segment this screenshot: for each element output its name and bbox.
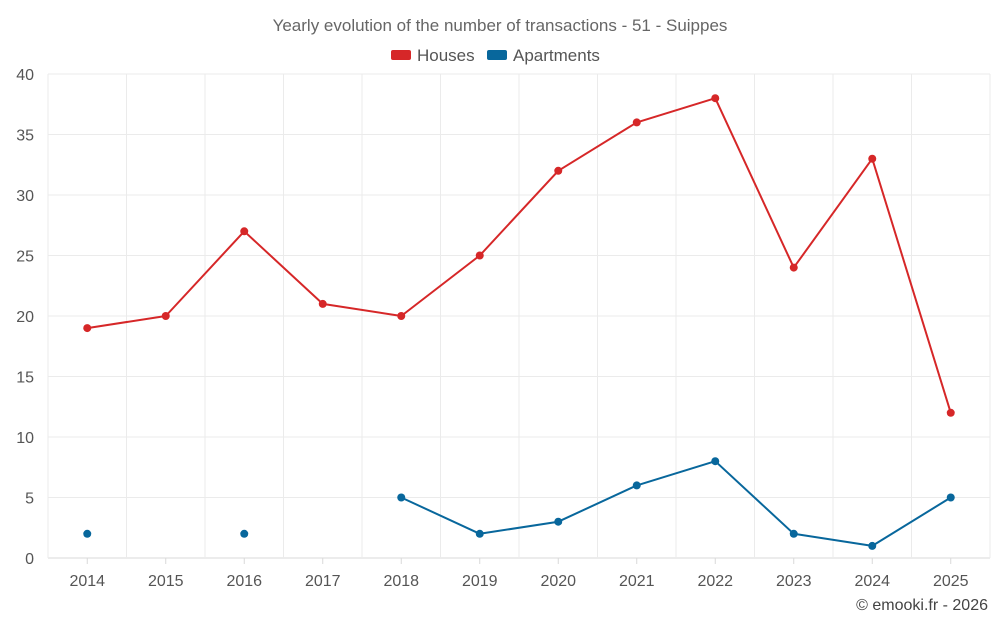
legend-item-apartments[interactable]: Apartments [487, 46, 600, 65]
x-tick-label: 2025 [933, 573, 969, 590]
grid [47, 73, 991, 559]
y-axis-ticks: 0 5 10 15 20 25 30 35 40 [16, 67, 34, 568]
data-point-houses-2015[interactable] [161, 312, 170, 320]
x-axis-ticks: 2014 2015 2016 2017 2018 2019 2020 2021 2022 2023… [69, 558, 969, 590]
series-line-apartments [400, 460, 952, 547]
data-point-houses-2022[interactable] [711, 94, 720, 103]
data-point-houses-2020[interactable] [554, 166, 563, 175]
data-point-houses-2017[interactable] [318, 299, 327, 308]
x-tick-label: 2016 [226, 573, 262, 590]
y-tick-label: 10 [16, 430, 34, 447]
data-point-houses-2016[interactable] [240, 227, 249, 236]
y-tick-label: 5 [25, 491, 34, 508]
data-point-apartments-2023[interactable] [789, 529, 798, 538]
y-tick-label: 30 [16, 188, 34, 205]
series-layer [83, 94, 955, 550]
data-point-houses-2019[interactable] [475, 251, 484, 260]
data-point-houses-2024[interactable] [868, 154, 877, 163]
x-tick-label: 2018 [383, 573, 419, 590]
legend-swatch-apartments [487, 50, 507, 60]
series-apartments [83, 457, 955, 550]
legend-item-houses[interactable]: Houses [391, 46, 475, 65]
data-point-apartments-2022[interactable] [711, 457, 720, 466]
legend: Houses Apartments [391, 46, 600, 65]
data-point-houses-2014[interactable] [83, 324, 92, 333]
data-point-apartments-2019[interactable] [475, 529, 484, 538]
data-point-houses-2021[interactable] [632, 118, 641, 127]
data-point-houses-2025[interactable] [946, 408, 955, 417]
y-tick-label: 40 [16, 67, 34, 84]
chart-title: Yearly evolution of the number of transa… [273, 16, 728, 35]
x-tick-label: 2020 [540, 573, 576, 590]
x-tick-label: 2023 [776, 573, 812, 590]
credit-text: © emooki.fr - 2026 [856, 597, 988, 614]
data-point-apartments-2024[interactable] [868, 541, 877, 550]
x-tick-label: 2021 [619, 573, 655, 590]
series-houses [83, 94, 955, 417]
y-tick-label: 35 [16, 128, 34, 145]
x-tick-label: 2017 [305, 573, 341, 590]
y-tick-label: 20 [16, 309, 34, 326]
data-point-apartments-2025[interactable] [946, 493, 955, 502]
legend-label-apartments: Apartments [513, 46, 600, 65]
x-tick-label: 2015 [148, 573, 184, 590]
series-line-houses [87, 97, 952, 414]
data-point-apartments-2016[interactable] [240, 529, 249, 538]
x-tick-label: 2024 [854, 573, 890, 590]
data-point-apartments-2020[interactable] [554, 517, 563, 526]
data-point-houses-2018[interactable] [397, 312, 406, 320]
x-tick-label: 2019 [462, 573, 498, 590]
data-point-apartments-2018[interactable] [397, 493, 406, 502]
y-tick-label: 25 [16, 249, 34, 266]
legend-label-houses: Houses [417, 46, 475, 65]
y-tick-label: 0 [25, 551, 34, 568]
data-point-apartments-2014[interactable] [83, 529, 92, 538]
data-point-apartments-2021[interactable] [632, 481, 641, 490]
y-tick-label: 15 [16, 370, 34, 387]
legend-swatch-houses [391, 50, 411, 60]
x-tick-label: 2022 [697, 573, 733, 590]
x-tick-label: 2014 [69, 573, 105, 590]
data-point-houses-2023[interactable] [789, 263, 798, 272]
